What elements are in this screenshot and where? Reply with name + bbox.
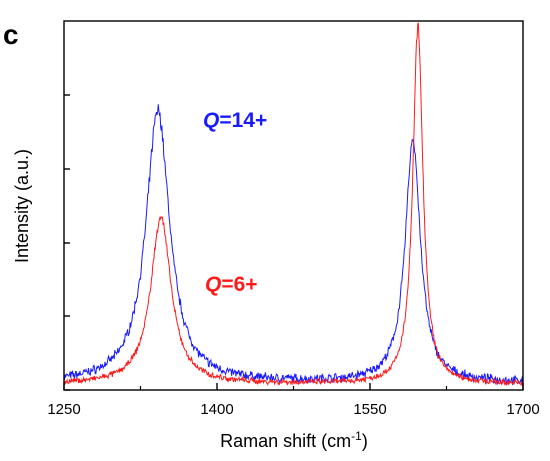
x-tick-label: 1250: [47, 401, 80, 418]
x-axis-label-superscript: -1: [351, 429, 362, 443]
plot-area: [63, 22, 524, 387]
series-annotation-q14: Q=14+: [203, 109, 267, 132]
x-tick-label: 1400: [200, 401, 233, 418]
x-tick-label: 1550: [353, 401, 386, 418]
series-line-q6: [63, 22, 524, 387]
x-axis-label: Raman shift (cm-1): [220, 429, 368, 451]
x-tick-label: 1700: [506, 401, 539, 418]
y-axis-label: Intensity (a.u.): [12, 149, 32, 263]
panel-label: c: [3, 19, 19, 50]
x-axis-ticks: 1250 1400 1550 1700: [47, 383, 540, 418]
series-annotation-q6: Q=6+: [205, 273, 258, 296]
series-line-q14: [63, 104, 524, 386]
plot-frame: [63, 20, 524, 391]
y-axis-ticks: [64, 94, 70, 391]
